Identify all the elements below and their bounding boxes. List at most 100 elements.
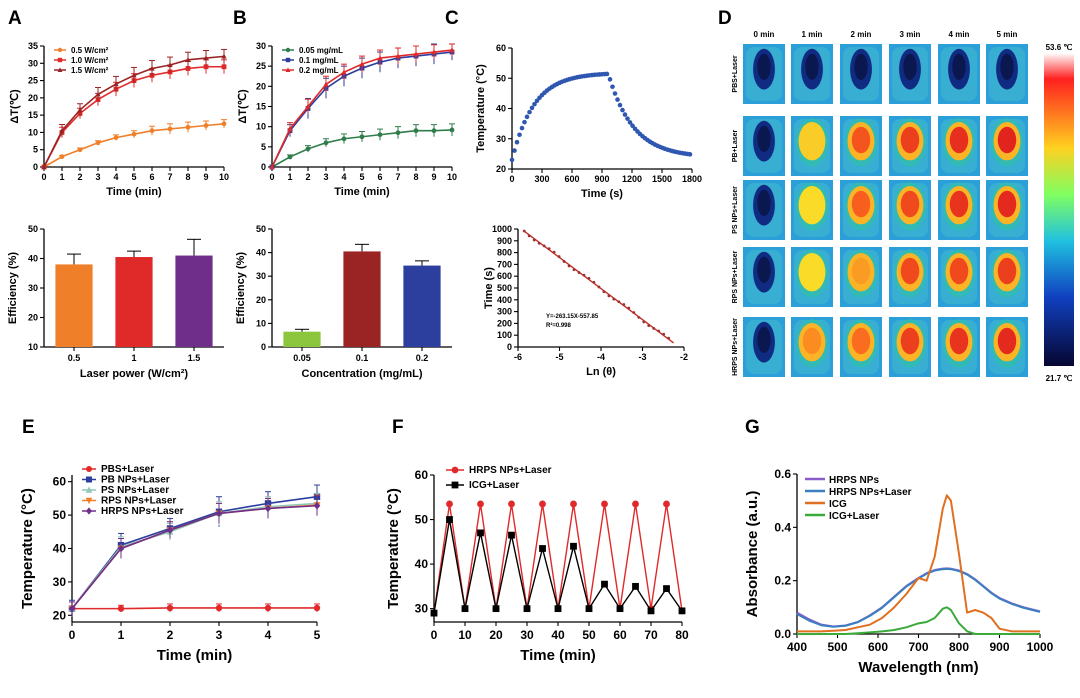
thermal-sample-core [851, 327, 871, 355]
x-tick-label: 4 [265, 628, 272, 642]
y-axis-label: Temperature (°C) [385, 488, 402, 609]
temperature-color-scale [1044, 54, 1074, 366]
data-point [529, 105, 535, 111]
data-point [59, 127, 65, 133]
x-tick-label: 2 [77, 172, 82, 182]
series-line-1 [71, 495, 318, 610]
data-point [554, 605, 562, 613]
data-point [477, 500, 484, 508]
data-point [509, 157, 515, 163]
data-point [264, 504, 272, 513]
y-tick-label: 5 [33, 145, 38, 155]
legend-marker [285, 67, 291, 72]
thermal-sample-core [949, 190, 969, 218]
data-point [431, 49, 437, 55]
data-point [287, 154, 293, 160]
thermal-sample-core [997, 126, 1017, 154]
thermal-sample-core [949, 257, 969, 285]
data-point [313, 501, 321, 510]
thermal-sample-core [851, 257, 871, 285]
data-point [264, 604, 272, 612]
x-tick-label: 3 [216, 628, 223, 642]
legend-entry: ICG+Laser [829, 511, 879, 522]
legend-entry: 0.1 mg/mL [299, 56, 339, 65]
y-tick-label: 600 [497, 271, 512, 281]
data-point [632, 311, 636, 314]
y-tick-label: 40 [256, 248, 266, 258]
data-point [622, 303, 626, 306]
x-tick-label: 500 [827, 640, 847, 654]
y-tick-label: 0.2 [774, 574, 791, 588]
data-point [395, 53, 401, 59]
data-point [341, 69, 347, 75]
data-point [612, 91, 618, 96]
legend-marker [57, 57, 63, 63]
x-tick-label: 900 [989, 640, 1009, 654]
data-point [667, 336, 671, 340]
fit-r-squared: R²=0.998 [546, 322, 572, 329]
data-point [221, 64, 227, 70]
x-tick-label: 1.5 [188, 353, 201, 363]
x-tick-label: -5 [555, 352, 563, 362]
legend-entry: HRPS NPs+Laser [101, 506, 184, 517]
data-point [431, 128, 437, 134]
legend-marker [57, 67, 63, 72]
data-point [527, 234, 531, 238]
y-tick-label: 800 [497, 248, 512, 258]
thermal-sample-core [949, 126, 969, 154]
data-point [287, 125, 293, 131]
data-point [642, 320, 646, 324]
data-point [323, 81, 329, 87]
y-tick-label: 10 [256, 318, 266, 328]
legend-entry: 0.05 mg/mL [299, 46, 343, 55]
panel-label-e: E [22, 417, 35, 438]
thermal-row-label: PS NPs+Laser [732, 186, 739, 234]
thermal-sample-core [757, 256, 771, 283]
data-point [537, 241, 541, 245]
data-point [149, 65, 155, 71]
y-axis-label: ΔT(℃) [9, 89, 21, 124]
y-tick-label: 0.4 [774, 520, 791, 534]
data-point [477, 529, 484, 537]
x-tick-label: 700 [908, 640, 928, 654]
x-tick-label: 0.05 [293, 353, 311, 363]
data-point [632, 582, 639, 590]
data-point [539, 500, 546, 508]
data-point [449, 127, 455, 133]
data-point [663, 585, 670, 592]
data-point [532, 238, 536, 242]
x-tick-label: 1 [59, 172, 64, 182]
x-tick-label: 0 [69, 628, 76, 642]
x-tick-label: 0 [41, 172, 46, 182]
y-tick-label: 700 [497, 259, 512, 269]
y-tick-label: 20 [256, 295, 266, 305]
data-point [113, 81, 119, 87]
thermal-row-label: PBS+Laser [732, 55, 739, 92]
y-tick-label: 200 [497, 318, 512, 328]
y-axis-label: Temperature (°C) [19, 488, 36, 609]
x-tick-label: 9 [431, 172, 436, 182]
data-point [620, 107, 625, 113]
thermal-sample-core [802, 190, 822, 218]
thermal-time-label: 0 min [754, 30, 775, 39]
panel-label-f: F [392, 417, 404, 438]
data-point [313, 604, 321, 612]
legend-marker [451, 466, 459, 474]
thermal-sample-core [900, 190, 920, 218]
data-point [341, 136, 347, 142]
y-tick-label: 0 [33, 162, 38, 172]
bar [343, 251, 381, 347]
y-tick-label: 50 [28, 224, 38, 234]
chart-g: 400 500 600 700 800 900 1000 0.0 0.2 0.4 0.6 Wavele… [744, 467, 1054, 676]
data-point [567, 264, 571, 268]
data-point [547, 247, 551, 251]
data-point [627, 120, 633, 125]
x-tick-label: 5 [131, 172, 136, 182]
y-tick-label: 20 [256, 81, 266, 91]
data-point [652, 327, 656, 330]
thermal-sample-core [900, 257, 920, 285]
chart-b-top: 0 1 2 3 4 5 6 7 8 9 10 0 5 10 15 20 25 30 Time (min) ΔT(℃) 0… [237, 41, 457, 198]
y-tick-label: 20 [28, 93, 38, 103]
panel-label-g: G [745, 417, 760, 438]
x-tick-label: 40 [551, 628, 565, 642]
